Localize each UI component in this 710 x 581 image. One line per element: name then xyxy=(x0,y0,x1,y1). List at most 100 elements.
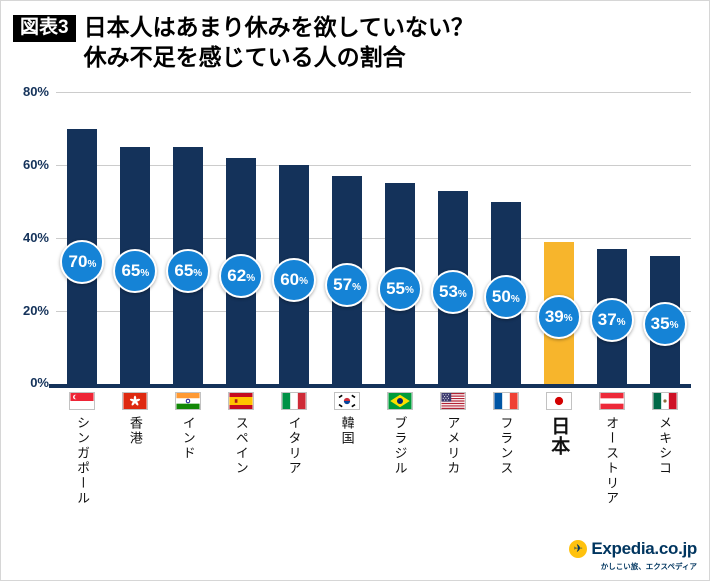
value-number: 53 xyxy=(438,282,458,302)
title-line-1: 日本人はあまり休みを欲していない？ xyxy=(83,14,474,40)
bar-slot-usa: 53% xyxy=(426,92,479,384)
value-badge-austria: 37% xyxy=(589,298,634,343)
bar-slot-japan: 39% xyxy=(532,92,585,384)
value-badge-italy: 60% xyxy=(272,257,317,302)
bar-slot-hongkong: 65% xyxy=(109,92,162,384)
percent-sign: % xyxy=(299,276,309,288)
label-slot-singapore: シンガポール xyxy=(56,392,109,506)
value-badge-hongkong: 65% xyxy=(113,249,158,294)
percent-sign: % xyxy=(404,285,414,297)
bar-slot-italy: 60% xyxy=(268,92,321,384)
bar-slot-brazil: 55% xyxy=(374,92,427,384)
x-axis-line xyxy=(49,384,691,388)
gridline-20 xyxy=(56,311,691,312)
bar-slot-austria: 37% xyxy=(585,92,638,384)
flag-mexico-icon xyxy=(651,392,678,410)
value-number: 65 xyxy=(174,261,194,281)
label-slot-italy: イタリア xyxy=(268,392,321,506)
bar-slot-france: 50% xyxy=(479,92,532,384)
ytick-80: 80% xyxy=(22,84,49,99)
flag-spain-icon xyxy=(228,392,255,410)
country-label-france: フランス xyxy=(498,416,514,476)
label-slot-brazil: ブラジル xyxy=(374,392,427,506)
bar-slot-spain: 62% xyxy=(215,92,268,384)
value-badge-mexico: 35% xyxy=(642,301,687,346)
flag-brazil-icon xyxy=(386,392,413,410)
value-number: 62 xyxy=(227,266,247,286)
label-slot-hongkong: 香港 xyxy=(109,392,162,506)
value-number: 55 xyxy=(386,278,405,298)
label-slot-japan: 日本 xyxy=(532,392,585,506)
flag-italy-icon xyxy=(281,392,308,410)
gridline-60 xyxy=(56,165,691,166)
ytick-40: 40% xyxy=(22,230,49,245)
expedia-logo: ✈ Expedia.co.jp xyxy=(569,539,697,559)
value-number: 39 xyxy=(544,306,564,326)
percent-sign: % xyxy=(352,281,361,293)
flag-austria-icon xyxy=(598,392,625,410)
ytick-0: 0% xyxy=(30,375,49,390)
country-label-singapore: シンガポール xyxy=(74,416,90,506)
value-badge-brazil: 55% xyxy=(377,266,422,311)
value-badge-france: 50% xyxy=(483,275,528,320)
label-slot-france: フランス xyxy=(479,392,532,506)
gridline-40 xyxy=(56,238,691,239)
ytick-60: 60% xyxy=(22,157,49,172)
percent-sign: % xyxy=(616,316,626,328)
value-badge-spain: 62% xyxy=(219,254,264,299)
country-label-hongkong: 香港 xyxy=(127,416,143,446)
flag-usa-icon xyxy=(439,392,466,410)
value-badge-japan: 39% xyxy=(536,294,581,339)
country-label-japan: 日本 xyxy=(548,416,570,456)
labels-row: シンガポール 香港 インド スペイン イタリア 韓国 ブラジル アメリカ フランス 日本 オーストリ… xyxy=(56,392,691,506)
country-label-usa: アメリカ xyxy=(445,416,461,476)
label-slot-korea: 韓国 xyxy=(321,392,374,506)
label-slot-india: インド xyxy=(162,392,215,506)
chart-header: 図表3 日本人はあまり休みを欲していない？ 休み不足を感じている人の割合 xyxy=(13,13,474,73)
percent-sign: % xyxy=(87,258,97,270)
figure-number-badge: 図表3 xyxy=(13,15,76,42)
percent-sign: % xyxy=(193,267,203,279)
percent-sign: % xyxy=(457,288,467,300)
chart-plot: 70% 65% 65% 62% 60% 57% 55% 53% 50% 39% 37% 35% xyxy=(56,92,691,384)
flag-france-icon xyxy=(492,392,519,410)
expedia-globe-plane-icon: ✈ xyxy=(569,540,588,558)
bar-slot-mexico: 35% xyxy=(638,92,691,384)
value-badge-india: 65% xyxy=(166,249,211,294)
value-number: 65 xyxy=(121,261,141,281)
bars-row: 70% 65% 65% 62% 60% 57% 55% 53% 50% 39% 37% 35% xyxy=(56,92,691,384)
country-label-spain: スペイン xyxy=(233,416,249,476)
label-slot-mexico: メキシコ xyxy=(638,392,691,506)
value-number: 57 xyxy=(333,275,353,295)
country-label-italy: イタリア xyxy=(286,416,302,476)
percent-sign: % xyxy=(510,293,520,305)
bar-slot-india: 65% xyxy=(162,92,215,384)
flag-korea-icon xyxy=(334,392,361,410)
expedia-tagline: かしこい旅、エクスペディア xyxy=(600,562,697,571)
value-number: 37 xyxy=(597,310,617,330)
value-badge-korea: 57% xyxy=(325,263,370,308)
country-label-mexico: メキシコ xyxy=(657,416,673,476)
country-label-india: インド xyxy=(180,416,196,461)
flag-hongkong-icon xyxy=(122,392,149,410)
brand-footer: ✈ Expedia.co.jp かしこい旅、エクスペディア xyxy=(569,539,697,572)
label-slot-usa: アメリカ xyxy=(426,392,479,506)
value-badge-usa: 53% xyxy=(430,270,475,315)
country-label-austria: オーストリア xyxy=(604,416,620,506)
value-number: 50 xyxy=(491,287,511,307)
percent-sign: % xyxy=(140,267,150,279)
value-number: 60 xyxy=(280,269,300,289)
label-slot-spain: スペイン xyxy=(215,392,268,506)
page-title: 日本人はあまり休みを欲していない？ 休み不足を感じている人の割合 xyxy=(84,13,474,73)
country-label-brazil: ブラジル xyxy=(392,416,408,476)
gridline-80 xyxy=(56,92,691,93)
bar-slot-singapore: 70% xyxy=(56,92,109,384)
value-number: 70 xyxy=(68,252,88,272)
flag-india-icon xyxy=(175,392,202,410)
flag-singapore-icon xyxy=(69,392,96,410)
value-badge-singapore: 70% xyxy=(60,240,105,285)
percent-sign: % xyxy=(563,313,573,325)
percent-sign: % xyxy=(246,272,256,284)
label-slot-austria: オーストリア xyxy=(585,392,638,506)
